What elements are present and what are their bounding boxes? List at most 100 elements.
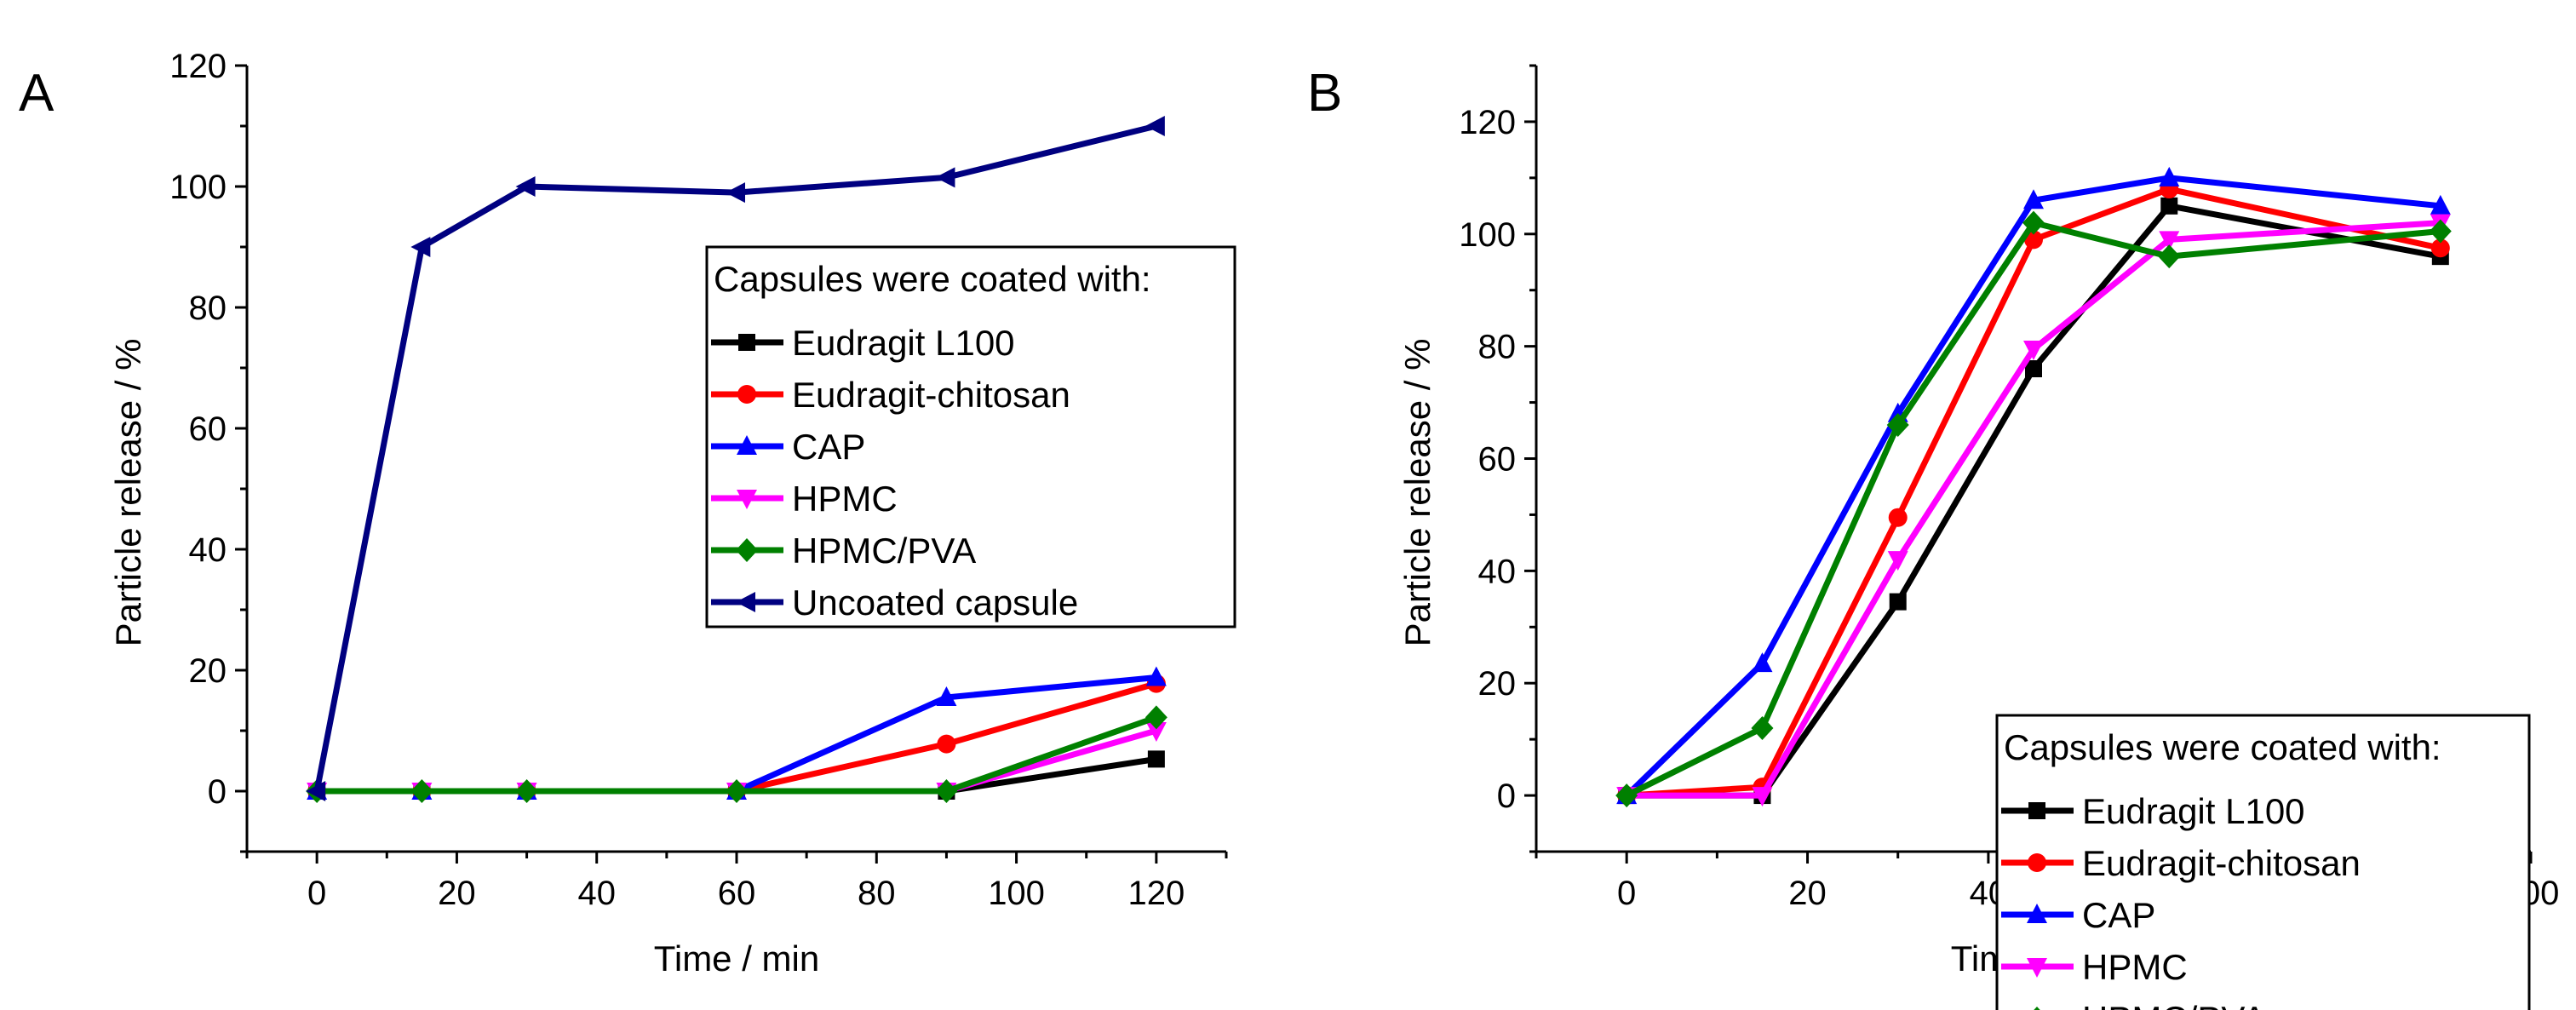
data-point xyxy=(1615,783,1638,808)
data-point xyxy=(726,779,748,803)
series-uncoated-capsule xyxy=(306,116,1165,801)
x-tick-label: 80 xyxy=(858,875,896,912)
y-tick-label: 0 xyxy=(208,773,227,811)
data-point xyxy=(726,182,745,204)
y-axis-label: Particle release / % xyxy=(108,339,148,647)
panel-b-chart: B020406080100120020406080100Time / minPa… xyxy=(1307,64,2559,1010)
data-point xyxy=(2159,166,2180,187)
legend-marker xyxy=(2028,802,2045,819)
x-tick-label: 0 xyxy=(1617,875,1636,912)
data-point xyxy=(2023,189,2044,209)
data-point xyxy=(937,734,956,754)
series-hpmc-pva xyxy=(1615,210,2452,808)
panel-label: A xyxy=(19,64,55,123)
legend-box xyxy=(1995,714,2531,1010)
legend-entry: Eudragit L100 xyxy=(792,323,1015,363)
y-tick-label: 100 xyxy=(169,169,227,206)
legend-entry: CAP xyxy=(792,427,865,467)
data-point xyxy=(1887,551,1908,571)
legend-entry: CAP xyxy=(2082,895,2155,935)
legend: Capsules were coated with: Eudragit L100 E… xyxy=(705,245,1236,628)
legend-entry: Eudragit-chitosan xyxy=(2082,843,2361,883)
data-point xyxy=(2159,231,2180,251)
y-tick-label: 20 xyxy=(189,652,227,690)
y-tick-label: 80 xyxy=(189,290,227,327)
x-tick-label: 40 xyxy=(577,875,616,912)
data-point xyxy=(1888,508,1908,527)
legend-title: Capsules were coated with: xyxy=(714,259,1151,299)
series-line xyxy=(317,680,1157,795)
legend-entry: HPMC/PVA xyxy=(792,531,976,571)
data-point xyxy=(1145,666,1167,686)
series-line xyxy=(1625,220,2441,799)
y-tick-label: 0 xyxy=(1497,778,1516,815)
data-point xyxy=(2023,340,2044,360)
data-point xyxy=(2160,197,2178,215)
data-point xyxy=(515,176,536,197)
data-point xyxy=(2022,210,2045,235)
x-tick-label: 100 xyxy=(988,875,1045,912)
legend-marker xyxy=(737,490,757,509)
series-line xyxy=(1626,203,2441,799)
series-eudragit-l100 xyxy=(1618,197,2449,805)
legend-marker xyxy=(736,592,755,612)
data-point xyxy=(306,781,326,801)
data-point xyxy=(2430,194,2451,215)
series-hpmc xyxy=(1616,214,2451,807)
series-eudragit-chitosan xyxy=(1617,180,2450,806)
legend-entry: HPMC xyxy=(792,479,898,519)
series-line xyxy=(1624,175,2441,798)
legend-marker xyxy=(2027,958,2047,978)
x-tick-label: 20 xyxy=(438,875,476,912)
data-point xyxy=(1147,750,1165,768)
series-line xyxy=(317,714,1158,795)
legend-marker xyxy=(737,385,756,404)
legend-entry: Uncoated capsule xyxy=(792,582,1078,623)
y-axis-label: Particle release / % xyxy=(1397,339,1437,647)
legend-entry: HPMC/PVA xyxy=(2082,999,2266,1010)
data-point xyxy=(410,779,433,803)
data-point xyxy=(2430,238,2450,258)
panel-a-chart: A 0 20 40 60 80 100 120 0 20 40 60 80 100 120 Time / mi… xyxy=(19,48,1236,978)
y-tick-label: 20 xyxy=(1478,665,1517,703)
legend: Capsules were coated with: Eudragit L100 E… xyxy=(1995,714,2531,1010)
series-line xyxy=(313,123,1157,792)
data-point xyxy=(935,779,958,803)
x-tick-label: 60 xyxy=(718,875,756,912)
legend-title: Capsules were coated with: xyxy=(2004,727,2441,767)
legend-entry: HPMC xyxy=(2082,947,2188,987)
x-tick-label: 120 xyxy=(1127,875,1185,912)
data-point xyxy=(1145,116,1165,136)
y-tick-label: 80 xyxy=(1478,329,1517,366)
legend-entry: Eudragit-chitosan xyxy=(792,375,1070,415)
y-tick-label: 40 xyxy=(189,531,227,569)
panel-label: B xyxy=(1307,64,1342,123)
x-tick-label: 20 xyxy=(1788,875,1827,912)
series-line xyxy=(1626,220,2441,799)
data-point xyxy=(1752,787,1773,807)
legend-marker xyxy=(2034,1007,2040,1010)
data-point xyxy=(1751,715,1774,740)
series-line xyxy=(1626,186,2441,799)
y-tick-label: 40 xyxy=(1478,553,1517,590)
data-point xyxy=(2158,244,2181,269)
y-tick-label: 60 xyxy=(1478,441,1517,479)
series-cap xyxy=(1616,166,2451,805)
data-point xyxy=(1145,722,1167,742)
series-line xyxy=(317,674,1157,795)
data-point xyxy=(410,237,431,257)
data-point xyxy=(1886,412,1909,437)
legend-marker xyxy=(736,538,758,562)
legend-marker xyxy=(2027,904,2047,923)
x-axis-label: Time / min xyxy=(654,938,819,978)
x-tick-label: 0 xyxy=(307,875,326,912)
legend-marker xyxy=(737,435,757,455)
data-point xyxy=(1889,593,1907,611)
y-tick-label: 120 xyxy=(1459,104,1516,141)
y-tick-label: 60 xyxy=(189,410,227,448)
y-tick-label: 120 xyxy=(169,48,227,85)
data-point xyxy=(1145,705,1168,730)
legend-box xyxy=(705,245,1236,628)
legend-entry: Eudragit L100 xyxy=(2082,791,2305,831)
